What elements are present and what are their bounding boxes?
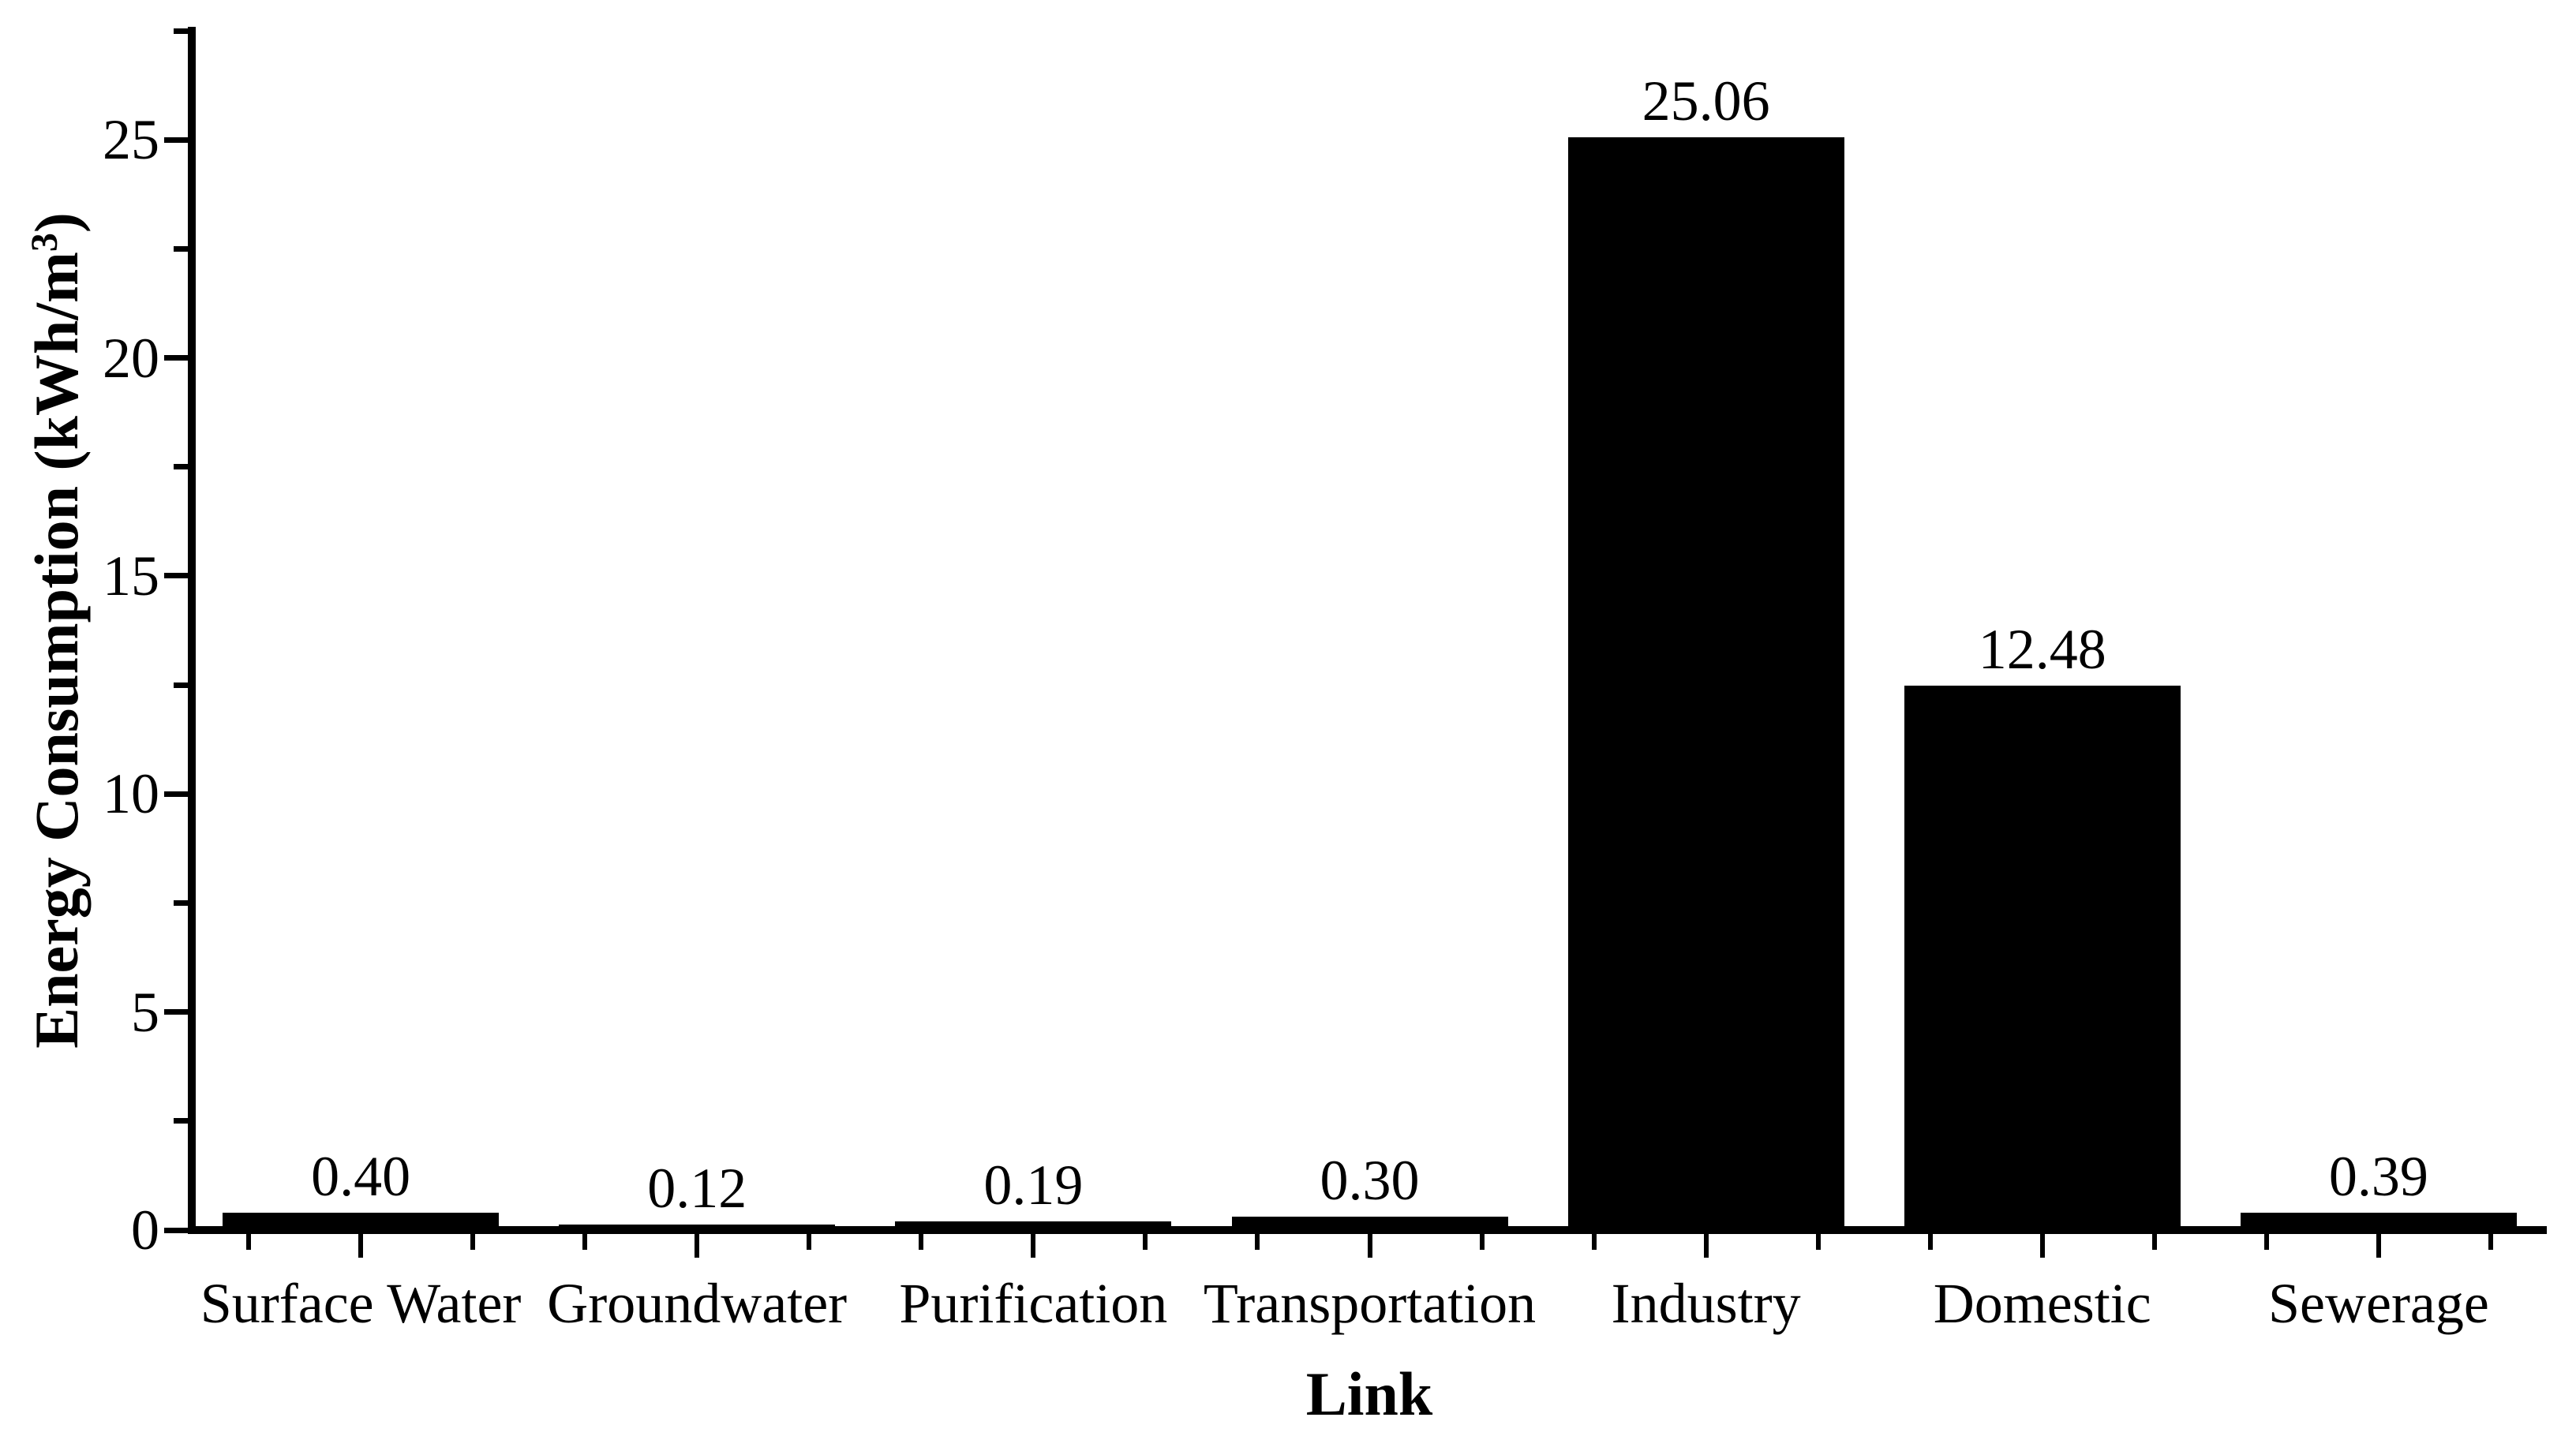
category-label-surface-water: Surface Water	[200, 1272, 522, 1335]
bar-purification	[895, 1221, 1172, 1230]
category-label-groundwater: Groundwater	[547, 1272, 848, 1335]
y-axis-title-suffix: )	[22, 212, 91, 234]
bar-surface-water	[223, 1213, 500, 1230]
y-axis-line	[188, 27, 196, 1234]
bar-value-label-sewerage: 0.39	[2328, 1145, 2428, 1208]
x-minor-tick-6	[919, 1234, 924, 1250]
y-axis-title: Energy Consumption (kWh/m3)	[21, 0, 92, 1301]
y-major-tick-15	[164, 573, 188, 579]
y-tick-label-0: 0	[131, 1199, 159, 1262]
x-minor-tick-9	[1255, 1234, 1260, 1250]
bar-value-label-transportation: 0.30	[1320, 1149, 1420, 1212]
x-minor-tick-15	[1927, 1234, 1933, 1250]
x-major-tick-1	[358, 1234, 364, 1258]
y-tick-label-5: 5	[131, 980, 159, 1044]
y-minor-tick-22.5	[174, 245, 188, 252]
x-axis-line	[188, 1226, 2547, 1234]
bar-industry	[1567, 137, 1844, 1230]
x-minor-tick-18	[2263, 1234, 2269, 1250]
x-minor-tick-11	[1479, 1234, 1485, 1250]
bar-groundwater	[559, 1225, 836, 1230]
x-major-tick-13	[1703, 1234, 1709, 1258]
x-minor-tick-8	[1143, 1234, 1148, 1250]
y-tick-label-25: 25	[103, 108, 159, 172]
category-label-transportation: Transportation	[1203, 1272, 1537, 1335]
category-label-purification: Purification	[899, 1272, 1168, 1335]
x-major-tick-10	[1367, 1234, 1372, 1258]
y-minor-tick-2.5	[174, 1118, 188, 1124]
category-label-sewerage: Sewerage	[2268, 1272, 2489, 1335]
bar-sewerage	[2240, 1213, 2517, 1230]
x-minor-tick-3	[582, 1234, 588, 1250]
y-minor-tick-7.5	[174, 899, 188, 906]
y-axis-title-text: Energy Consumption (kWh/m	[22, 252, 91, 1049]
x-minor-tick-0	[246, 1234, 252, 1250]
bar-value-label-groundwater: 0.12	[647, 1157, 747, 1220]
y-major-tick-10	[164, 791, 188, 797]
x-minor-tick-17	[2151, 1234, 2157, 1250]
y-minor-tick-12.5	[174, 682, 188, 688]
x-major-tick-19	[2376, 1234, 2381, 1258]
x-major-tick-16	[2039, 1234, 2045, 1258]
x-minor-tick-12	[1591, 1234, 1597, 1250]
y-major-tick-25	[164, 136, 188, 143]
y-minor-tick-27.5	[174, 28, 188, 34]
x-minor-tick-2	[470, 1234, 476, 1250]
category-label-industry: Industry	[1611, 1272, 1801, 1335]
x-minor-tick-5	[807, 1234, 812, 1250]
x-minor-tick-14	[1815, 1234, 1821, 1250]
bar-transportation	[1231, 1217, 1508, 1230]
y-minor-tick-17.5	[174, 464, 188, 470]
category-label-domestic: Domestic	[1933, 1272, 2151, 1335]
y-tick-label-10: 10	[103, 762, 159, 826]
y-tick-label-20: 20	[103, 326, 159, 390]
x-major-tick-7	[1031, 1234, 1036, 1258]
y-major-tick-20	[164, 355, 188, 361]
bar-value-label-surface-water: 0.40	[311, 1145, 411, 1208]
bar-domestic	[1904, 686, 2181, 1230]
bar-value-label-purification: 0.19	[983, 1154, 1084, 1217]
y-major-tick-0	[164, 1227, 188, 1233]
x-major-tick-4	[695, 1234, 700, 1258]
bar-value-label-industry: 25.06	[1642, 69, 1770, 133]
y-tick-label-15: 15	[103, 544, 159, 608]
y-major-tick-5	[164, 1009, 188, 1015]
y-axis-title-superscript: 3	[23, 233, 66, 252]
bar-value-label-domestic: 12.48	[1978, 618, 2106, 681]
x-axis-title: Link	[1305, 1359, 1433, 1428]
x-minor-tick-20	[2488, 1234, 2493, 1250]
